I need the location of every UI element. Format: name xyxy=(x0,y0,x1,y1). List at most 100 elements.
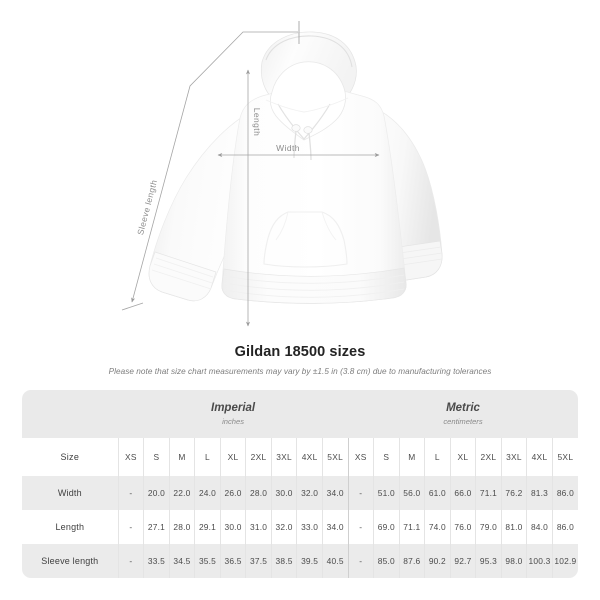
size-header-metric-2xl: 2XL xyxy=(475,438,502,476)
table-row: Sleeve length -33.5 34.5 35.5 36.5 37.5 38.5 39… xyxy=(22,544,578,578)
cell-sleeve-length-imperial-m: 34.5 xyxy=(168,544,195,578)
page-title: Gildan 18500 sizes xyxy=(234,344,366,360)
cell-width-imperial-s: 20.0 xyxy=(143,476,170,510)
size-header-imperial-2xl: 2XL xyxy=(245,438,272,476)
sleeve-length-measure: Sleeve length xyxy=(121,21,300,311)
cell-width-imperial-m: 22.0 xyxy=(168,476,195,510)
cell-length-metric-s: 69.0 xyxy=(373,510,400,544)
tolerance-note: Please note that size chart measurements… xyxy=(108,367,492,376)
unit-subtitle: inches xyxy=(222,416,245,426)
width-label: Width xyxy=(276,143,300,153)
cell-width-metric-xl: 66.0 xyxy=(449,476,476,510)
size-header-metric-s: S xyxy=(373,438,400,476)
cell-length-imperial-xl: 30.0 xyxy=(219,510,246,544)
cell-length-metric-4xl: 84.0 xyxy=(526,510,553,544)
size-header-metric-xs: XS xyxy=(347,438,374,476)
size-header-metric-xl: XL xyxy=(449,438,476,476)
size-header-metric-3xl: 3XL xyxy=(500,438,527,476)
table-row: Length -27.1 28.0 29.1 30.0 31.0 32.0 33.0 34.0-… xyxy=(22,510,578,544)
row-label-sleeve-length: Sleeve length xyxy=(22,544,119,578)
cell-length-imperial-3xl: 32.0 xyxy=(270,510,297,544)
unit-header-imperial: Imperial inches xyxy=(118,390,349,438)
size-header-imperial-xs: XS xyxy=(117,438,144,476)
cell-length-metric-3xl: 81.0 xyxy=(500,510,527,544)
cell-width-metric-2xl: 71.1 xyxy=(475,476,502,510)
cell-width-imperial-xl: 26.0 xyxy=(219,476,246,510)
cell-length-imperial-s: 27.1 xyxy=(143,510,170,544)
size-header-row: Size XS S M L XL 2XL 3XL 4XL 5XL XS S M L XL 2XL 3XL 4XL 5… xyxy=(22,438,578,476)
product-illustration: Sleeve length Length Width xyxy=(121,21,443,327)
cell-width-metric-s: 51.0 xyxy=(373,476,400,510)
cell-length-imperial-5xl: 34.0 xyxy=(321,510,349,544)
unit-header-metric: Metric centimeters xyxy=(348,390,578,438)
cell-sleeve-length-metric-xs: - xyxy=(347,544,374,578)
cell-sleeve-length-metric-5xl: 102.9 xyxy=(551,544,578,578)
size-header-imperial-4xl: 4XL xyxy=(296,438,323,476)
cell-length-metric-2xl: 79.0 xyxy=(475,510,502,544)
size-header-metric-4xl: 4XL xyxy=(526,438,553,476)
row-label-length: Length xyxy=(22,510,119,544)
cell-width-metric-xs: - xyxy=(347,476,374,510)
table-row: Width -20.0 22.0 24.0 26.0 28.0 30.0 32.0 34.0-5… xyxy=(22,476,578,510)
cell-length-imperial-l: 29.1 xyxy=(194,510,221,544)
size-header-metric-m: M xyxy=(398,438,425,476)
length-label: Length xyxy=(252,108,262,136)
cell-width-metric-l: 61.0 xyxy=(424,476,451,510)
size-header-imperial-5xl: 5XL xyxy=(321,438,349,476)
unit-band-spacer xyxy=(22,390,119,438)
size-header-imperial-3xl: 3XL xyxy=(270,438,297,476)
cell-width-imperial-xs: - xyxy=(117,476,144,510)
cell-width-metric-5xl: 86.0 xyxy=(551,476,578,510)
cell-width-imperial-3xl: 30.0 xyxy=(270,476,297,510)
size-chart-table: Imperial inches Metric centimeters Size XS S M L… xyxy=(22,390,578,578)
cell-width-imperial-2xl: 28.0 xyxy=(245,476,272,510)
cell-sleeve-length-imperial-xs: - xyxy=(117,544,144,578)
cell-sleeve-length-metric-s: 85.0 xyxy=(373,544,400,578)
cell-length-imperial-4xl: 33.0 xyxy=(296,510,323,544)
cell-sleeve-length-metric-l: 90.2 xyxy=(424,544,451,578)
size-header-metric-5xl: 5XL xyxy=(551,438,578,476)
measurement-annotations: Sleeve length Length Width xyxy=(121,21,380,327)
size-header-imperial-m: M xyxy=(168,438,195,476)
cell-sleeve-length-imperial-3xl: 38.5 xyxy=(270,544,297,578)
cell-width-imperial-l: 24.0 xyxy=(194,476,221,510)
cell-width-metric-4xl: 81.3 xyxy=(526,476,553,510)
cell-sleeve-length-metric-3xl: 98.0 xyxy=(500,544,527,578)
cell-sleeve-length-imperial-2xl: 37.5 xyxy=(245,544,272,578)
cell-width-metric-m: 56.0 xyxy=(398,476,425,510)
title-block: Gildan 18500 sizes Please note that size… xyxy=(0,340,600,376)
row-label-width: Width xyxy=(22,476,119,510)
cell-length-imperial-m: 28.0 xyxy=(168,510,195,544)
size-header-imperial-xl: XL xyxy=(219,438,246,476)
cell-length-metric-5xl: 86.0 xyxy=(551,510,578,544)
cell-sleeve-length-metric-m: 87.6 xyxy=(398,544,425,578)
unit-name: Metric xyxy=(446,402,480,414)
cell-length-metric-xl: 76.0 xyxy=(449,510,476,544)
unit-subtitle: centimeters xyxy=(443,416,483,426)
cell-length-metric-m: 71.1 xyxy=(398,510,425,544)
cell-length-metric-l: 74.0 xyxy=(424,510,451,544)
cell-length-imperial-xs: - xyxy=(117,510,144,544)
size-header-imperial-s: S xyxy=(143,438,170,476)
width-measure: Width xyxy=(217,143,380,158)
cell-sleeve-length-imperial-4xl: 39.5 xyxy=(296,544,323,578)
cell-sleeve-length-imperial-5xl: 40.5 xyxy=(321,544,349,578)
size-header-metric-l: L xyxy=(424,438,451,476)
cell-sleeve-length-metric-xl: 92.7 xyxy=(449,544,476,578)
cell-width-metric-3xl: 76.2 xyxy=(500,476,527,510)
cell-sleeve-length-imperial-s: 33.5 xyxy=(143,544,170,578)
cell-sleeve-length-metric-2xl: 95.3 xyxy=(475,544,502,578)
unit-band-row: Imperial inches Metric centimeters xyxy=(22,390,578,438)
cell-sleeve-length-metric-4xl: 100.3 xyxy=(526,544,553,578)
cell-length-imperial-2xl: 31.0 xyxy=(245,510,272,544)
size-column-header: Size xyxy=(22,438,119,476)
cell-width-imperial-5xl: 34.0 xyxy=(321,476,349,510)
cell-sleeve-length-imperial-l: 35.5 xyxy=(194,544,221,578)
cell-sleeve-length-imperial-xl: 36.5 xyxy=(219,544,246,578)
unit-name: Imperial xyxy=(211,402,256,414)
cell-length-metric-xs: - xyxy=(347,510,374,544)
length-measure: Length xyxy=(245,69,262,327)
sleeve-length-label: Sleeve length xyxy=(135,179,159,236)
cell-width-imperial-4xl: 32.0 xyxy=(296,476,323,510)
size-header-imperial-l: L xyxy=(194,438,221,476)
